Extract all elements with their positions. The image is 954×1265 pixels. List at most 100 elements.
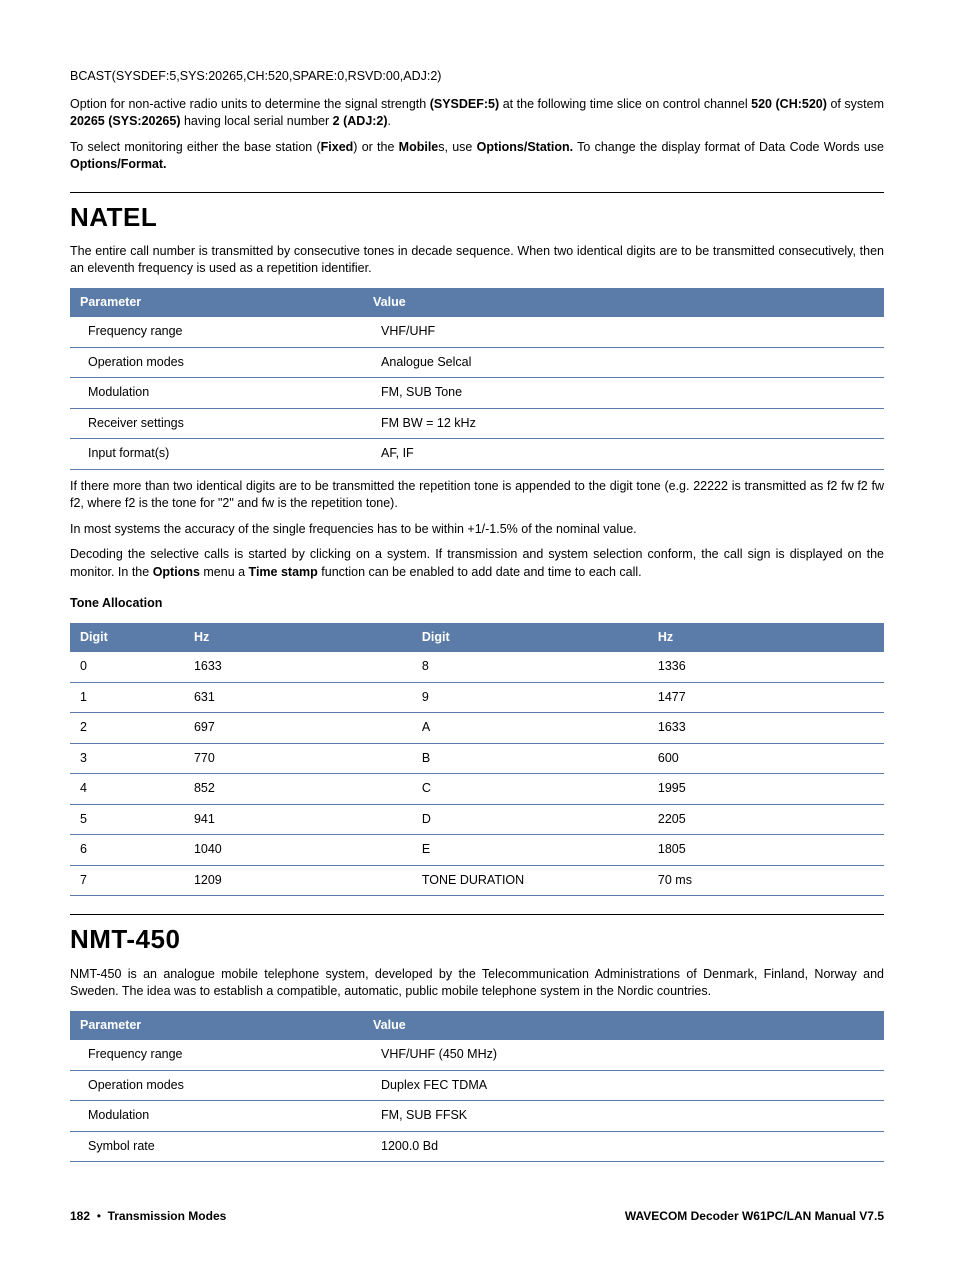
tone-allocation-table: Digit Hz Digit Hz 0163381336163191477269… <box>70 623 884 897</box>
table-header-row: Parameter Value <box>70 288 884 318</box>
text: function can be enabled to add date and … <box>318 565 642 579</box>
col-parameter: Parameter <box>70 288 363 318</box>
page-footer: 182 • Transmission Modes WAVECOM Decoder… <box>70 1202 884 1225</box>
table-header-row: Digit Hz Digit Hz <box>70 623 884 653</box>
cell: 7 <box>70 865 184 896</box>
cell: 3 <box>70 743 184 774</box>
bold: 2 (ADJ:2) <box>333 114 388 128</box>
intro-paragraph-2: To select monitoring either the base sta… <box>70 139 884 174</box>
cell-parameter: Input format(s) <box>70 439 363 470</box>
page-content: BCAST(SYSDEF:5,SYS:20265,CH:520,SPARE:0,… <box>70 68 884 1225</box>
natel-p1: The entire call number is transmitted by… <box>70 243 884 278</box>
cell: A <box>412 713 648 744</box>
table-row: Symbol rate1200.0 Bd <box>70 1131 884 1162</box>
cell: 1477 <box>648 682 884 713</box>
cell-value: Duplex FEC TDMA <box>363 1070 884 1101</box>
table-row: 3770B600 <box>70 743 884 774</box>
cell: 4 <box>70 774 184 805</box>
col-parameter: Parameter <box>70 1011 363 1041</box>
bold: Options/Format. <box>70 157 167 171</box>
cell: 5 <box>70 804 184 835</box>
cell: 1336 <box>648 652 884 682</box>
text: menu a <box>200 565 249 579</box>
cell: 1633 <box>184 652 412 682</box>
cell-value: Analogue Selcal <box>363 347 884 378</box>
cell: 8 <box>412 652 648 682</box>
cell-parameter: Frequency range <box>70 1040 363 1070</box>
cell-parameter: Frequency range <box>70 317 363 347</box>
cell-value: AF, IF <box>363 439 884 470</box>
bold: Fixed <box>321 140 354 154</box>
cell-value: FM, SUB Tone <box>363 378 884 409</box>
section-title: Transmission Modes <box>108 1209 227 1223</box>
text: . <box>388 114 391 128</box>
cell: 2 <box>70 713 184 744</box>
cell: 600 <box>648 743 884 774</box>
cell: 770 <box>184 743 412 774</box>
text: ) or the <box>353 140 398 154</box>
natel-p4: Decoding the selective calls is started … <box>70 546 884 581</box>
cell: C <box>412 774 648 805</box>
table-row: Frequency rangeVHF/UHF (450 MHz) <box>70 1040 884 1070</box>
table-row: 61040E1805 <box>70 835 884 866</box>
cell: 1040 <box>184 835 412 866</box>
bold: Time stamp <box>249 565 318 579</box>
natel-p2: If there more than two identical digits … <box>70 478 884 513</box>
cell: 941 <box>184 804 412 835</box>
cell: 0 <box>70 652 184 682</box>
table-row: 5941D2205 <box>70 804 884 835</box>
cell-value: FM BW = 12 kHz <box>363 408 884 439</box>
text: To change the display format of Data Cod… <box>573 140 884 154</box>
cell: 6 <box>70 835 184 866</box>
table-row: ModulationFM, SUB FFSK <box>70 1101 884 1132</box>
text: having local serial number <box>181 114 333 128</box>
cell: 70 ms <box>648 865 884 896</box>
table-row: Input format(s)AF, IF <box>70 439 884 470</box>
cell: 1633 <box>648 713 884 744</box>
cell: B <box>412 743 648 774</box>
natel-heading: NATEL <box>70 192 884 235</box>
cell: TONE DURATION <box>412 865 648 896</box>
cell-parameter: Receiver settings <box>70 408 363 439</box>
text: To select monitoring either the base sta… <box>70 140 321 154</box>
natel-param-table: Parameter Value Frequency rangeVHF/UHFOp… <box>70 288 884 470</box>
cell: 1805 <box>648 835 884 866</box>
bullet-icon: • <box>93 1209 104 1223</box>
text: s, use <box>438 140 476 154</box>
table-header-row: Parameter Value <box>70 1011 884 1041</box>
cell-value: VHF/UHF <box>363 317 884 347</box>
cell-parameter: Modulation <box>70 378 363 409</box>
cell: 697 <box>184 713 412 744</box>
cell: D <box>412 804 648 835</box>
col-value: Value <box>363 1011 884 1041</box>
cell: 852 <box>184 774 412 805</box>
table-row: Receiver settingsFM BW = 12 kHz <box>70 408 884 439</box>
col-digit: Digit <box>412 623 648 653</box>
text: at the following time slice on control c… <box>499 97 751 111</box>
cell: 1995 <box>648 774 884 805</box>
intro-paragraph-1: Option for non-active radio units to det… <box>70 96 884 131</box>
footer-left: 182 • Transmission Modes <box>70 1208 226 1225</box>
col-value: Value <box>363 288 884 318</box>
bold: 20265 (SYS:20265) <box>70 114 181 128</box>
cell-value: FM, SUB FFSK <box>363 1101 884 1132</box>
cell: 631 <box>184 682 412 713</box>
col-digit: Digit <box>70 623 184 653</box>
bcast-line: BCAST(SYSDEF:5,SYS:20265,CH:520,SPARE:0,… <box>70 68 884 86</box>
cell-parameter: Operation modes <box>70 1070 363 1101</box>
table-row: 0163381336 <box>70 652 884 682</box>
table-row: Operation modesAnalogue Selcal <box>70 347 884 378</box>
table-row: Frequency rangeVHF/UHF <box>70 317 884 347</box>
nmt-heading: NMT-450 <box>70 914 884 957</box>
bold: Mobile <box>399 140 439 154</box>
cell-value: VHF/UHF (450 MHz) <box>363 1040 884 1070</box>
bold: (SYSDEF:5) <box>430 97 499 111</box>
text: of system <box>827 97 884 111</box>
text: Option for non-active radio units to det… <box>70 97 430 111</box>
bold: 520 (CH:520) <box>751 97 827 111</box>
cell-value: 1200.0 Bd <box>363 1131 884 1162</box>
cell: 1 <box>70 682 184 713</box>
table-row: ModulationFM, SUB Tone <box>70 378 884 409</box>
table-row: 4852C1995 <box>70 774 884 805</box>
page-number: 182 <box>70 1209 90 1223</box>
